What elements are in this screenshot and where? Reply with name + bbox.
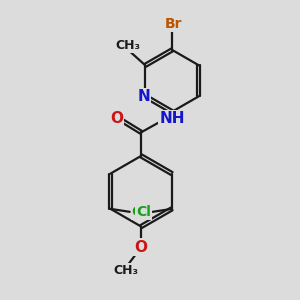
Text: Cl: Cl xyxy=(132,205,147,219)
Text: CH₃: CH₃ xyxy=(113,264,138,277)
Text: CH₃: CH₃ xyxy=(115,39,140,52)
Text: NH: NH xyxy=(160,111,185,126)
Text: N: N xyxy=(137,89,150,104)
Text: O: O xyxy=(135,240,148,255)
Text: Br: Br xyxy=(165,17,182,31)
Text: O: O xyxy=(110,111,123,126)
Text: Cl: Cl xyxy=(136,205,151,219)
